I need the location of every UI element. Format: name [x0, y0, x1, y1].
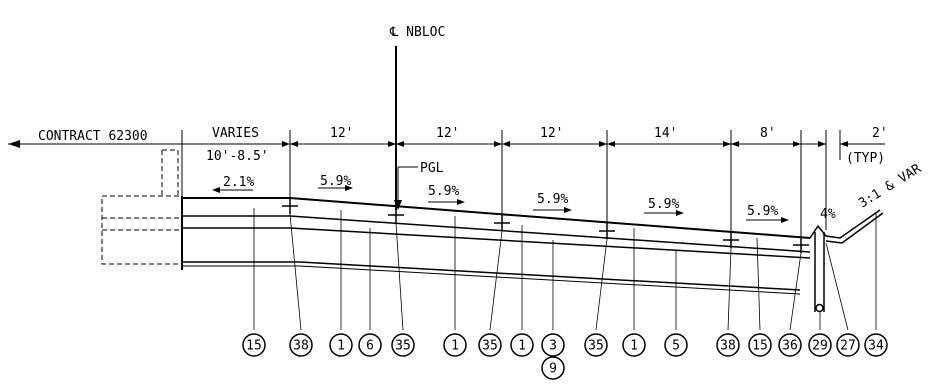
callout-8: 1	[518, 339, 526, 354]
slope-5: 5.9%	[746, 204, 789, 223]
svg-text:5.9%: 5.9%	[747, 204, 778, 219]
dim-3: 12'	[540, 126, 563, 141]
dim-4: 14'	[654, 126, 677, 141]
callout-13: 38	[720, 339, 736, 354]
callout-15: 36	[782, 339, 798, 354]
callout-circles	[242, 333, 888, 380]
callout-below: 9	[549, 362, 557, 377]
svg-text:5.9%: 5.9%	[320, 174, 351, 189]
svg-text:5.9%: 5.9%	[648, 197, 679, 212]
side-slope-label: 3:1 & VAR	[856, 161, 924, 211]
slope-2: 5.9%	[428, 184, 465, 205]
callout-5: 35	[395, 339, 411, 354]
dimension-arrows	[282, 141, 848, 147]
grade-markers	[282, 198, 809, 253]
svg-text:5.9%: 5.9%	[537, 192, 568, 207]
pgl-label: PGL	[420, 161, 444, 176]
callout-10: 35	[588, 339, 604, 354]
dim-varies: VARIES	[212, 126, 259, 141]
edge-drain	[809, 209, 884, 313]
dim-varies-range: 10'-8.5'	[206, 149, 269, 164]
dim-6: 2'	[872, 126, 888, 141]
existing-structure	[101, 149, 183, 265]
callout-2: 38	[293, 339, 309, 354]
dimension-ticks	[181, 130, 841, 242]
callout-14: 15	[752, 339, 768, 354]
callout-9: 3	[549, 339, 557, 354]
slope-left: 2.1%	[212, 175, 254, 193]
typ-label: (TYP)	[846, 151, 885, 166]
pgl-arrowhead	[394, 200, 402, 210]
callout-16: 29	[812, 339, 828, 354]
callout-11: 1	[630, 339, 638, 354]
dim-5: 8'	[760, 126, 776, 141]
callout-12: 5	[672, 339, 680, 354]
dim-1: 12'	[330, 126, 353, 141]
slope-shoulder: 4%	[820, 207, 836, 222]
callout-numbers: 15 38 1 6 35 1 35 1 3 35 1 5 38 15 36 29…	[246, 339, 884, 377]
callout-18: 34	[868, 339, 884, 354]
slope-1: 5.9%	[318, 174, 353, 191]
slope-4: 5.9%	[644, 197, 684, 216]
slope-3: 5.9%	[533, 192, 572, 213]
contract-label: CONTRACT 62300	[38, 129, 148, 144]
callout-17: 27	[840, 339, 856, 354]
callout-leaders	[253, 208, 877, 331]
callout-1: 15	[246, 339, 262, 354]
callout-7: 35	[482, 339, 498, 354]
contract-arrowhead	[8, 140, 20, 148]
dim-2: 12'	[436, 126, 459, 141]
svg-text:5.9%: 5.9%	[428, 184, 459, 199]
callout-3: 1	[337, 339, 345, 354]
callout-4: 6	[366, 339, 374, 354]
centerline-label: ℄ NBLOC	[389, 25, 445, 40]
callout-6: 1	[451, 339, 459, 354]
svg-text:2.1%: 2.1%	[223, 175, 254, 190]
